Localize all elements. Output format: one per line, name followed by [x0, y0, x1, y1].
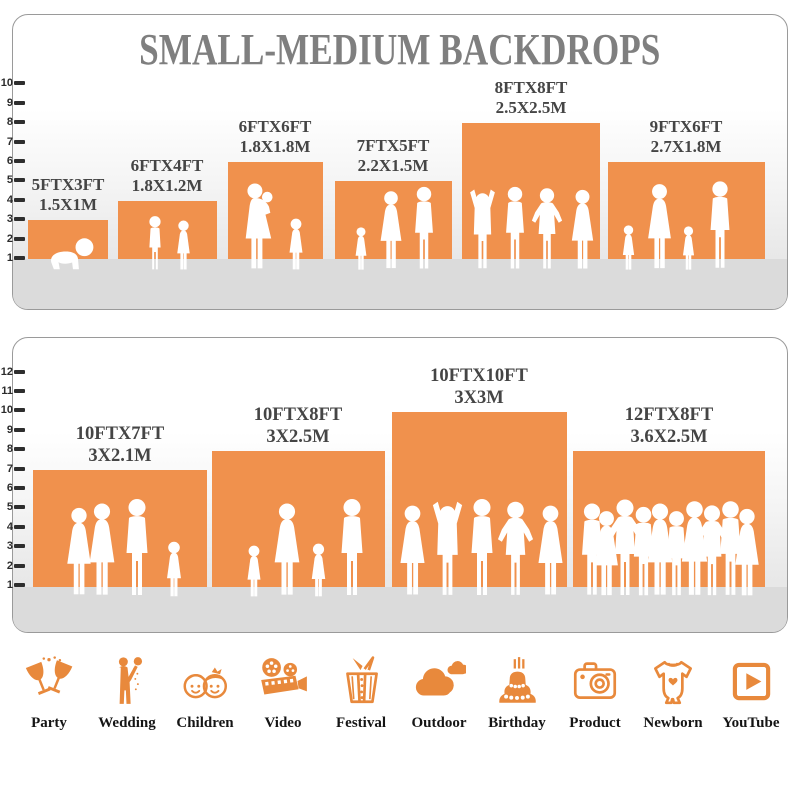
bar-7ftx5ft [335, 181, 452, 270]
bar-10ftx7ft [33, 470, 207, 597]
category-row: Party Wedding [16, 654, 784, 732]
bar-label: 10FTX10FT 3X3M [430, 366, 528, 408]
bar-label: 5FTX3FT 1.5X1M [31, 175, 105, 214]
category-wedding: Wedding [94, 654, 160, 732]
y-tick: 8 [0, 442, 25, 456]
category-label: Children [176, 715, 234, 731]
birthday-icon [499, 657, 536, 703]
y-tick: 6 [0, 154, 25, 168]
y-tick: 4 [0, 520, 25, 534]
bar-label: 10FTX7FT 3X2.1M [75, 424, 165, 466]
bar-8ftx8ft [462, 123, 600, 269]
people-silhouette [470, 186, 594, 269]
category-label: Product [569, 715, 621, 731]
category-label: Birthday [488, 715, 546, 731]
category-youtube: YouTube [718, 654, 784, 732]
bar-5ftx3ft [28, 220, 108, 270]
bar-label: 6FTX6FT 1.8X1.8M [238, 117, 312, 156]
category-label: YouTube [722, 715, 780, 731]
bar-label: 9FTX6FT 2.7X1.8M [649, 117, 723, 156]
video-icon [261, 658, 307, 695]
category-outdoor: Outdoor [406, 654, 472, 732]
outdoor-icon [415, 661, 466, 696]
y-tick: 1 [0, 251, 25, 265]
newborn-icon [653, 660, 693, 705]
y-tick: 6 [0, 481, 25, 495]
y-tick: 5 [0, 500, 25, 514]
category-festival: Festival [328, 654, 394, 732]
bar-6ftx6ft [228, 162, 323, 270]
children-icon [183, 667, 228, 699]
y-tick: 12 [0, 365, 25, 379]
y-tick: 5 [0, 173, 25, 187]
youtube-icon [732, 662, 771, 701]
product-icon [573, 662, 617, 699]
people-silhouette [400, 499, 563, 595]
category-label: Party [31, 715, 67, 731]
people-silhouette [247, 499, 363, 597]
y-tick: 10 [0, 76, 25, 90]
bar-label: 10FTX8FT 3X2.5M [253, 405, 343, 447]
category-children: Children [172, 654, 238, 732]
bar-label: 8FTX8FT 2.5X2.5M [494, 78, 568, 117]
bar-10ftx10ft [392, 412, 567, 595]
bar-label: 6FTX4FT 1.8X1.2M [130, 156, 204, 195]
bar-label: 12FTX8FT 3.6X2.5M [624, 405, 714, 447]
page-title: SMALL-MEDIUM BACKDROPS [139, 25, 661, 74]
y-tick: 9 [0, 96, 25, 110]
category-product: Product [562, 654, 628, 732]
y-tick: 11 [0, 384, 25, 398]
category-label: Newborn [643, 715, 703, 731]
category-label: Festival [336, 715, 386, 731]
people-silhouette [622, 181, 730, 270]
festival-icon [346, 656, 378, 704]
y-tick: 4 [0, 193, 25, 207]
y-tick: 3 [0, 539, 25, 553]
y-tick: 1 [0, 578, 25, 592]
y-tick: 10 [0, 403, 25, 417]
y-tick: 9 [0, 423, 25, 437]
people-silhouette [67, 499, 181, 597]
category-video: Video [250, 654, 316, 732]
people-silhouette [245, 183, 303, 270]
wedding-icon [118, 657, 143, 704]
y-tick: 3 [0, 212, 25, 226]
bar-label: 7FTX5FT 2.2X1.5M [356, 136, 430, 175]
category-label: Video [264, 715, 302, 731]
y-tick: 7 [0, 462, 25, 476]
category-label: Outdoor [411, 715, 467, 731]
people-silhouette [582, 499, 759, 596]
y-tick: 7 [0, 135, 25, 149]
category-newborn: Newborn [640, 654, 706, 732]
party-icon [25, 656, 73, 695]
bar-6ftx4ft [118, 201, 217, 270]
bar-12ftx8ft [573, 451, 765, 596]
y-tick: 2 [0, 559, 25, 573]
y-tick: 2 [0, 232, 25, 246]
bar-10ftx8ft [212, 451, 385, 597]
bar-9ftx6ft [608, 162, 765, 270]
category-label: Wedding [98, 715, 156, 731]
y-tick: 8 [0, 115, 25, 129]
category-birthday: Birthday [484, 654, 550, 732]
category-party: Party [16, 654, 82, 732]
